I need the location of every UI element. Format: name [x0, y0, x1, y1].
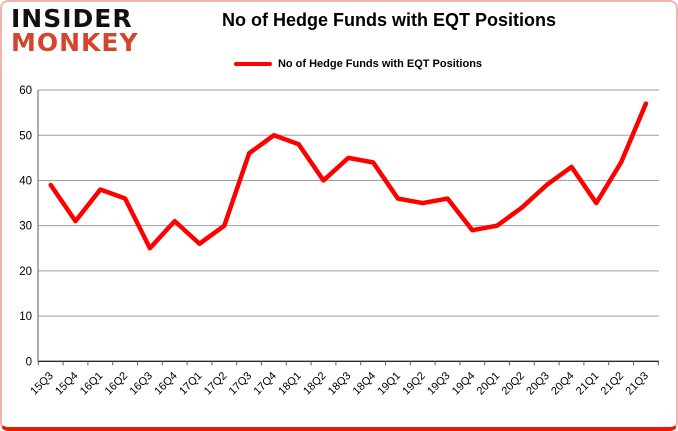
x-tick-label: 15Q3	[28, 370, 56, 398]
x-tick-label: 20Q4	[549, 370, 577, 398]
logo-word-monkey: MONKEY	[11, 28, 139, 57]
x-tick-label: 21Q1	[574, 370, 602, 398]
x-tick-label: 17Q2	[202, 370, 230, 398]
x-tick-label: 21Q2	[599, 370, 627, 398]
legend-line-swatch	[233, 62, 272, 66]
y-tick-label: 0	[26, 356, 32, 368]
x-tick-label: 21Q3	[623, 370, 651, 398]
x-tick-label: 17Q3	[227, 370, 255, 398]
x-tick-label: 18Q1	[276, 370, 304, 398]
x-tick-label: 20Q2	[499, 370, 527, 398]
series-line	[48, 101, 649, 251]
x-tick-label: 18Q4	[351, 370, 379, 398]
x-tick-label: 15Q4	[53, 370, 81, 398]
x-tick-label: 18Q2	[301, 370, 329, 398]
x-tick-label: 20Q1	[475, 370, 503, 398]
x-tick-label: 19Q4	[450, 370, 478, 398]
y-tick-label: 20	[19, 266, 32, 278]
y-tick-label: 10	[19, 311, 32, 323]
y-tick-label: 30	[19, 221, 32, 233]
y-tick-label: 60	[19, 85, 32, 97]
legend-label: No of Hedge Funds with EQT Positions	[277, 58, 483, 70]
chart-title: No of Hedge Funds with EQT Positions	[222, 10, 556, 30]
x-tick-label: 19Q1	[375, 370, 403, 398]
y-tick-label: 40	[19, 175, 32, 187]
x-tick-label: 20Q3	[524, 370, 552, 398]
x-tick-label: 19Q3	[425, 370, 453, 398]
x-tick-label: 16Q1	[78, 370, 106, 398]
x-tick-label: 17Q4	[251, 370, 279, 398]
insider-monkey-logo: INSIDER MONKEY	[11, 4, 139, 57]
chart-legend: No of Hedge Funds with EQT Positions	[38, 58, 678, 70]
y-tick-label: 50	[19, 130, 32, 142]
x-tick-label: 17Q1	[177, 370, 205, 398]
x-tick-label: 16Q3	[127, 370, 155, 398]
x-tick-label: 16Q4	[152, 370, 180, 398]
x-tick-label: 19Q2	[400, 370, 428, 398]
x-tick-label: 18Q3	[326, 370, 354, 398]
line-chart-svg: 010203040506015Q315Q416Q116Q216Q316Q417Q…	[19, 85, 659, 398]
logo-word-insider: INSIDER	[11, 4, 133, 33]
x-tick-label: 16Q2	[103, 370, 131, 398]
